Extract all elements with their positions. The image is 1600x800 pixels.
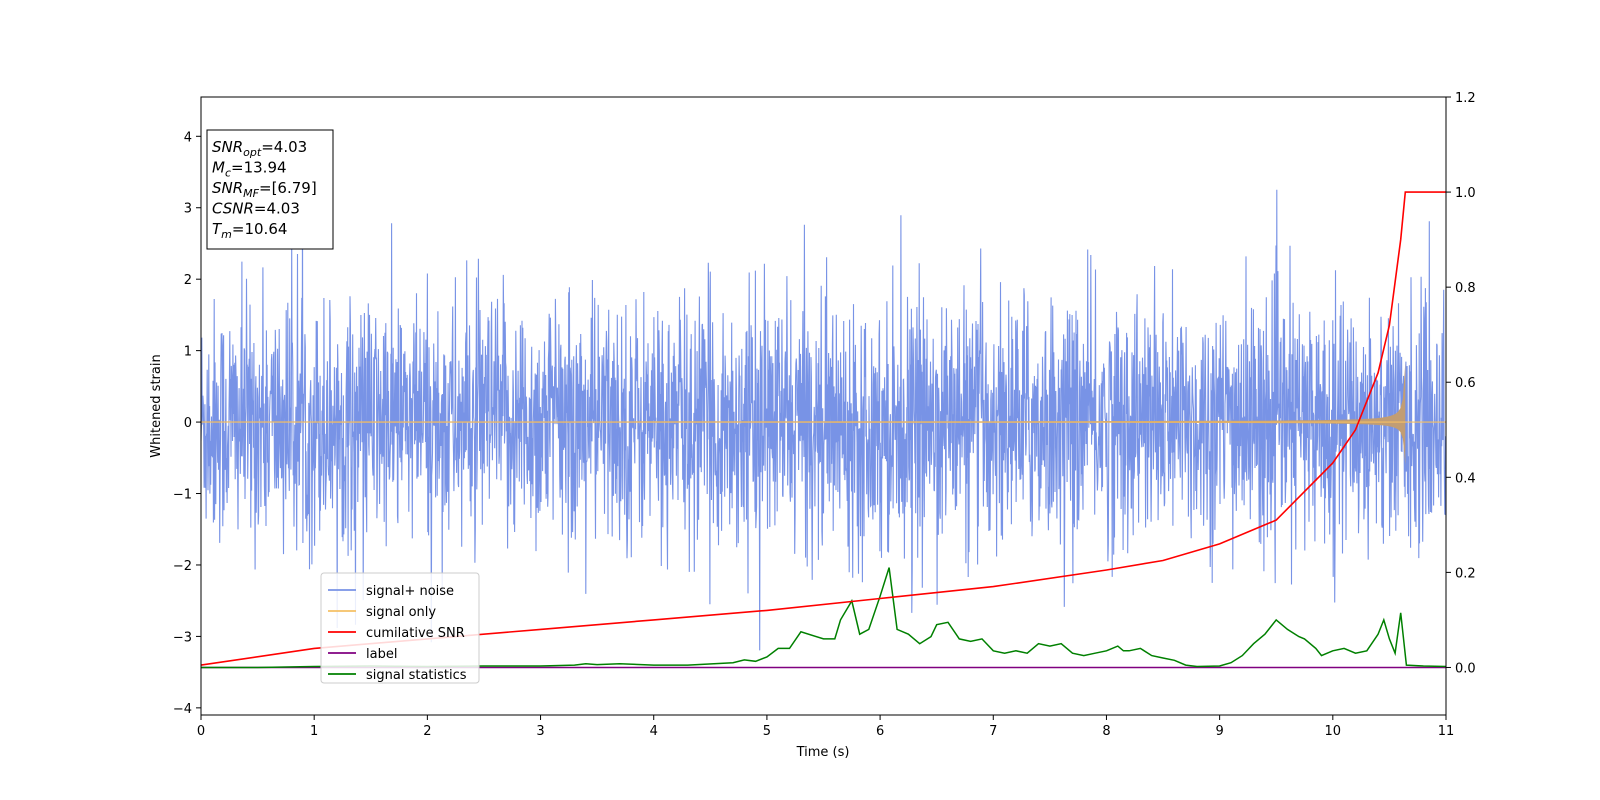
legend-item: label [328, 647, 397, 662]
legend-item: signal only [328, 605, 436, 620]
info-line: SNRopt=4.03 [212, 138, 307, 159]
info-box-frame [206, 129, 334, 250]
legend-label: signal+ noise [366, 584, 454, 599]
info-box: SNRopt=4.03Mc=13.94SNRMF=[6.79]CSNR=4.03… [206, 129, 334, 250]
info-line: SNRMF=[6.79] [212, 179, 317, 200]
series-signal-statistics [201, 567, 1446, 669]
y-tick-label: 3 [184, 202, 192, 217]
x-tick-label: 4 [650, 724, 658, 739]
y-tick-label: 4 [184, 130, 192, 145]
y2-tick-label: 0.4 [1455, 471, 1476, 486]
legend-label: cumilative SNR [366, 626, 465, 641]
x-tick-label: 0 [197, 724, 205, 739]
y2-tick-label: 0.8 [1455, 281, 1476, 296]
x-tick-label: 1 [310, 724, 318, 739]
x-tick-label: 5 [763, 724, 771, 739]
plot-frame [200, 96, 1447, 716]
y2-tick-label: 0.6 [1455, 376, 1476, 391]
x-tick-label: 2 [423, 724, 431, 739]
y-tick-label: −4 [173, 702, 192, 717]
legend-item: cumilative SNR [328, 626, 465, 641]
y2-tick-label: 1.2 [1455, 91, 1476, 106]
x-tick-label: 3 [536, 724, 544, 739]
legend-item: signal+ noise [328, 584, 454, 599]
x-tick-label: 10 [1325, 724, 1342, 739]
y-axis-left: −4 −3 −2 −1 0 1 2 3 4 [173, 130, 201, 717]
y-tick-label: 2 [184, 273, 192, 288]
x-axis-title: Time (s) [796, 745, 850, 760]
y-tick-label: 0 [184, 416, 192, 431]
y-axis-title: Whitened strain [149, 354, 164, 457]
y-axis-right: 0.0 0.2 0.4 0.6 0.8 1.0 1.2 [1446, 91, 1476, 676]
legend-label: signal statistics [366, 668, 467, 683]
x-tick-label: 8 [1102, 724, 1110, 739]
x-tick-label: 7 [989, 724, 997, 739]
x-tick-label: 9 [1215, 724, 1223, 739]
y-tick-label: −2 [173, 559, 192, 574]
info-line: CSNR=4.03 [212, 200, 300, 218]
info-line: Mc=13.94 [212, 159, 287, 180]
y-tick-label: −3 [173, 630, 192, 645]
y2-tick-label: 0.2 [1455, 566, 1476, 581]
x-tick-label: 11 [1438, 724, 1455, 739]
legend-frame [320, 572, 480, 684]
series-cumulative-snr [201, 191, 1446, 666]
series-signal-plus-noise [201, 189, 1446, 651]
legend-label: signal only [366, 605, 436, 620]
legend-item: signal statistics [328, 668, 467, 683]
y-tick-label: −1 [173, 488, 192, 503]
legend: signal+ noise signal only cumilative SNR la… [320, 572, 480, 684]
legend-label: label [366, 647, 397, 662]
info-line: Tm=10.64 [212, 220, 287, 241]
x-tick-label: 6 [876, 724, 884, 739]
y2-tick-label: 1.0 [1455, 186, 1476, 201]
y2-tick-label: 0.0 [1455, 661, 1476, 676]
y-tick-label: 1 [184, 345, 192, 360]
x-axis: 0 1 2 3 4 5 6 7 8 9 10 11 [197, 715, 1454, 739]
